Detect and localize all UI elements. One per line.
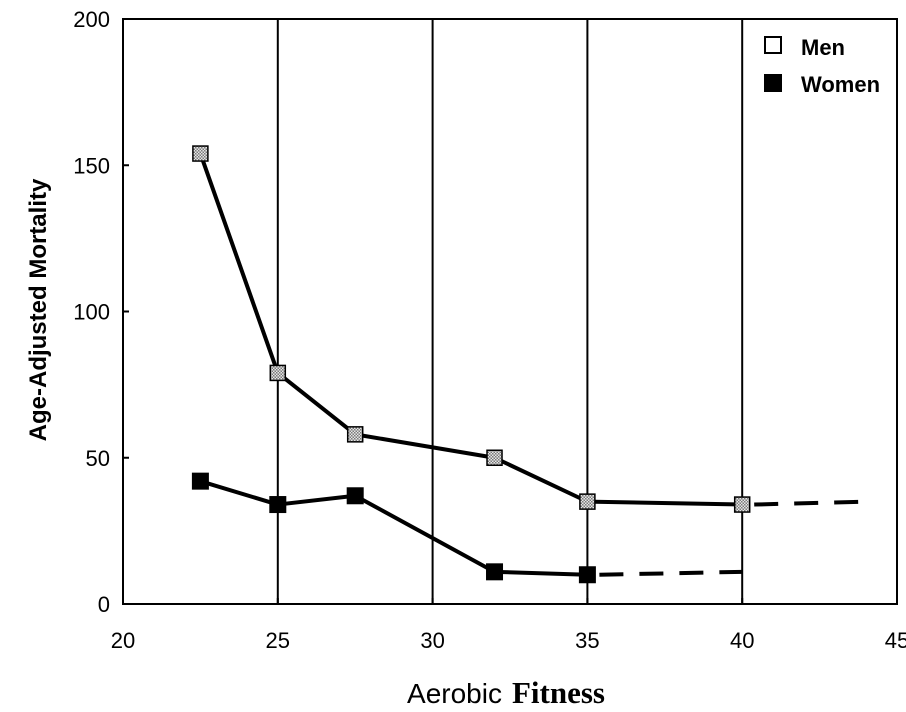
point-women-3 (486, 563, 504, 581)
x-tick-label-25: 25 (266, 628, 290, 653)
point-men-0 (192, 145, 209, 162)
x-tick-label-45: 45 (885, 628, 906, 653)
legend-women-swatch (764, 74, 782, 92)
x-axis-ticks: 20 25 30 35 40 45 (111, 598, 906, 653)
y-axis-label: Age-Adjusted Mortality (25, 178, 52, 441)
y-axis-ticks: 0 50 100 150 200 (73, 7, 129, 617)
y-tick-label-200: 200 (73, 7, 110, 32)
point-men-2 (346, 426, 364, 443)
legend: Men Women (764, 35, 880, 97)
point-women-2 (346, 487, 364, 505)
gridlines (276, 19, 744, 604)
series-line-women (199, 479, 588, 577)
series-line-men (198, 152, 743, 507)
y-tick-label-50: 50 (86, 446, 110, 471)
x-axis-label-part-2: Fitness (512, 675, 605, 710)
x-tick-label-30: 30 (420, 628, 444, 653)
point-men-1 (269, 364, 287, 382)
x-tick-label-40: 40 (730, 628, 754, 653)
point-women-4 (578, 566, 596, 584)
series-layer (191, 145, 867, 584)
x-tick-label-35: 35 (575, 628, 599, 653)
y-tick-label-100: 100 (73, 300, 110, 325)
plot-area-frame (122, 18, 898, 605)
point-men-4 (579, 493, 596, 510)
point-men-3 (486, 449, 503, 466)
series-dashed-extension-women (599, 569, 743, 577)
x-axis-label-part-1: Aerobic (407, 678, 502, 709)
legend-women-label: Women (801, 72, 880, 97)
y-tick-label-150: 150 (73, 153, 110, 178)
x-tick-label-20: 20 (111, 628, 135, 653)
y-tick-label-0: 0 (98, 592, 110, 617)
series-dashed-extension-men (754, 499, 867, 507)
x-axis-label: Aerobic Fitness (407, 675, 605, 710)
point-men-5 (733, 496, 751, 513)
point-women-0 (191, 472, 209, 490)
point-women-1 (269, 496, 287, 514)
legend-men-label: Men (801, 35, 845, 60)
legend-men-swatch (764, 36, 782, 54)
